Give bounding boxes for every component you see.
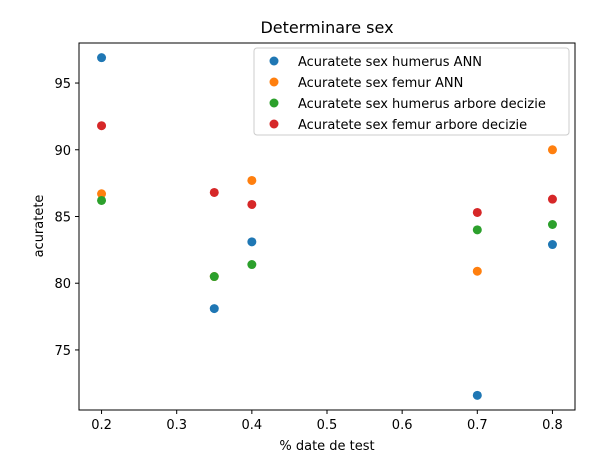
legend-marker-2 <box>269 77 279 87</box>
y-tick-label: 95 <box>54 77 71 92</box>
data-point-series-3 <box>547 219 557 229</box>
data-point-series-3 <box>209 272 219 282</box>
legend-box <box>253 47 570 136</box>
data-point-series-1 <box>472 390 482 400</box>
y-tick-label: 80 <box>54 277 71 292</box>
data-point-series-4 <box>472 207 482 217</box>
legend-label-2: Acuratete sex femur ANN <box>298 76 463 91</box>
y-axis-title: acuratete <box>32 195 47 258</box>
y-tick-label: 90 <box>54 144 71 159</box>
data-point-series-4 <box>209 187 219 197</box>
data-point-series-4 <box>547 194 557 204</box>
data-point-series-1 <box>247 237 257 247</box>
data-point-series-2 <box>247 175 257 185</box>
data-point-series-2 <box>472 266 482 276</box>
data-point-series-4 <box>97 121 107 131</box>
y-tick-label: 75 <box>54 344 71 359</box>
x-tick-label: 0.2 <box>91 418 112 433</box>
legend-marker-3 <box>269 98 279 108</box>
chart-title: Determinare sex <box>260 18 393 37</box>
legend-label-3: Acuratete sex humerus arbore decizie <box>298 97 546 112</box>
legend-label-4: Acuratete sex femur arbore decizie <box>298 118 527 133</box>
plot-area: 0.2 0.3 0.4 0.5 0.6 0.7 0.8 75 80 85 90 95 <box>54 42 576 433</box>
y-tick-label: 85 <box>54 210 71 225</box>
data-point-series-1 <box>547 240 557 250</box>
x-tick-label: 0.4 <box>242 418 263 433</box>
data-point-series-3 <box>247 260 257 270</box>
x-tick-label: 0.3 <box>166 418 187 433</box>
x-axis-title: % date de test <box>279 439 374 454</box>
data-point-series-3 <box>97 195 107 205</box>
data-point-series-4 <box>247 199 257 209</box>
legend-marker-4 <box>269 119 279 129</box>
x-tick-label: 0.7 <box>467 418 488 433</box>
x-tick-label: 0.5 <box>317 418 338 433</box>
data-point-series-3 <box>472 225 482 235</box>
data-point-series-1 <box>209 304 219 314</box>
data-point-series-1 <box>97 53 107 63</box>
data-point-series-2 <box>97 189 107 199</box>
legend-marker-1 <box>269 56 279 66</box>
data-point-series-2 <box>547 145 557 155</box>
legend-label-1: Acuratete sex humerus ANN <box>298 55 482 70</box>
legend: Acuratete sex humerus ANN Acuratete sex f… <box>253 47 570 136</box>
x-tick-label: 0.6 <box>392 418 413 433</box>
x-tick-label: 0.8 <box>542 418 563 433</box>
